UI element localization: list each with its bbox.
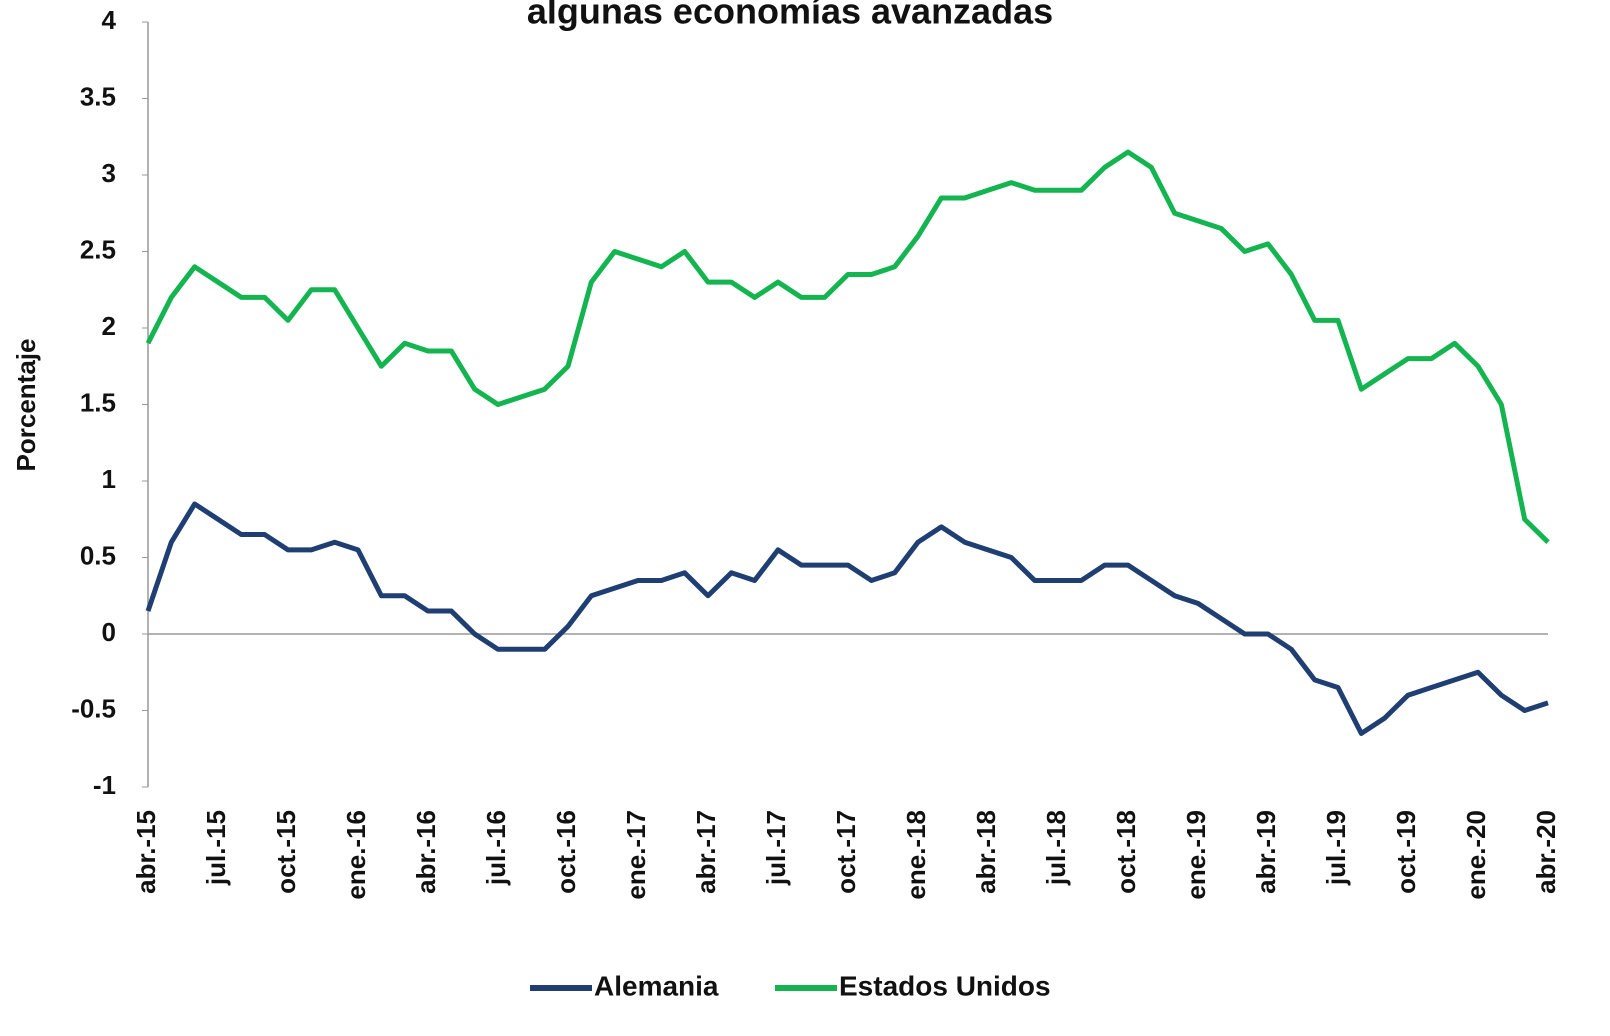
x-tick-label: abr.-19 bbox=[1251, 810, 1281, 894]
y-tick-label: 3 bbox=[102, 158, 116, 188]
x-tick-label: ene.-18 bbox=[901, 810, 931, 900]
x-tick-label: abr.-16 bbox=[411, 810, 441, 894]
x-tick-label: abr.-20 bbox=[1531, 810, 1561, 894]
x-tick-label: ene.-17 bbox=[621, 810, 651, 900]
y-tick-label: 1.5 bbox=[80, 387, 116, 417]
legend-label: Estados Unidos bbox=[839, 970, 1051, 1001]
line-series bbox=[145, 149, 1550, 544]
x-tick-label: ene.-20 bbox=[1461, 810, 1491, 900]
y-tick-label: -0.5 bbox=[71, 693, 116, 723]
line-series bbox=[145, 501, 1549, 736]
x-tick-label: jul.-17 bbox=[761, 810, 791, 886]
legend-label: Alemania bbox=[594, 970, 719, 1001]
x-tick-label: ene.-19 bbox=[1181, 810, 1211, 900]
y-tick-label: 3.5 bbox=[80, 81, 116, 111]
y-axis-label: Porcentaje bbox=[11, 339, 41, 472]
y-tick-label: -1 bbox=[93, 770, 116, 800]
y-tick-label: 1 bbox=[102, 464, 116, 494]
y-tick-label: 0 bbox=[102, 617, 116, 647]
x-tick-label: jul.-16 bbox=[481, 810, 511, 886]
x-tick-label: jul.-19 bbox=[1321, 810, 1351, 886]
x-tick-label: abr.-15 bbox=[131, 810, 161, 894]
x-tick-label: oct.-19 bbox=[1391, 810, 1421, 894]
chart-title: algunas economías avanzadas bbox=[527, 0, 1053, 32]
x-tick-label: ene.-16 bbox=[341, 810, 371, 900]
y-tick-label: 4 bbox=[102, 5, 117, 35]
y-tick-label: 0.5 bbox=[80, 540, 116, 570]
x-tick-label: oct.-18 bbox=[1111, 810, 1141, 894]
x-tick-label: oct.-16 bbox=[551, 810, 581, 894]
x-tick-label: oct.-17 bbox=[831, 810, 861, 894]
x-tick-label: abr.-18 bbox=[971, 810, 1001, 894]
x-tick-label: jul.-18 bbox=[1041, 810, 1071, 886]
x-tick-label: abr.-17 bbox=[691, 810, 721, 894]
y-tick-label: 2.5 bbox=[80, 234, 116, 264]
x-tick-label: oct.-15 bbox=[271, 810, 301, 894]
x-tick-label: jul.-15 bbox=[201, 810, 231, 886]
y-tick-label: 2 bbox=[102, 311, 116, 341]
